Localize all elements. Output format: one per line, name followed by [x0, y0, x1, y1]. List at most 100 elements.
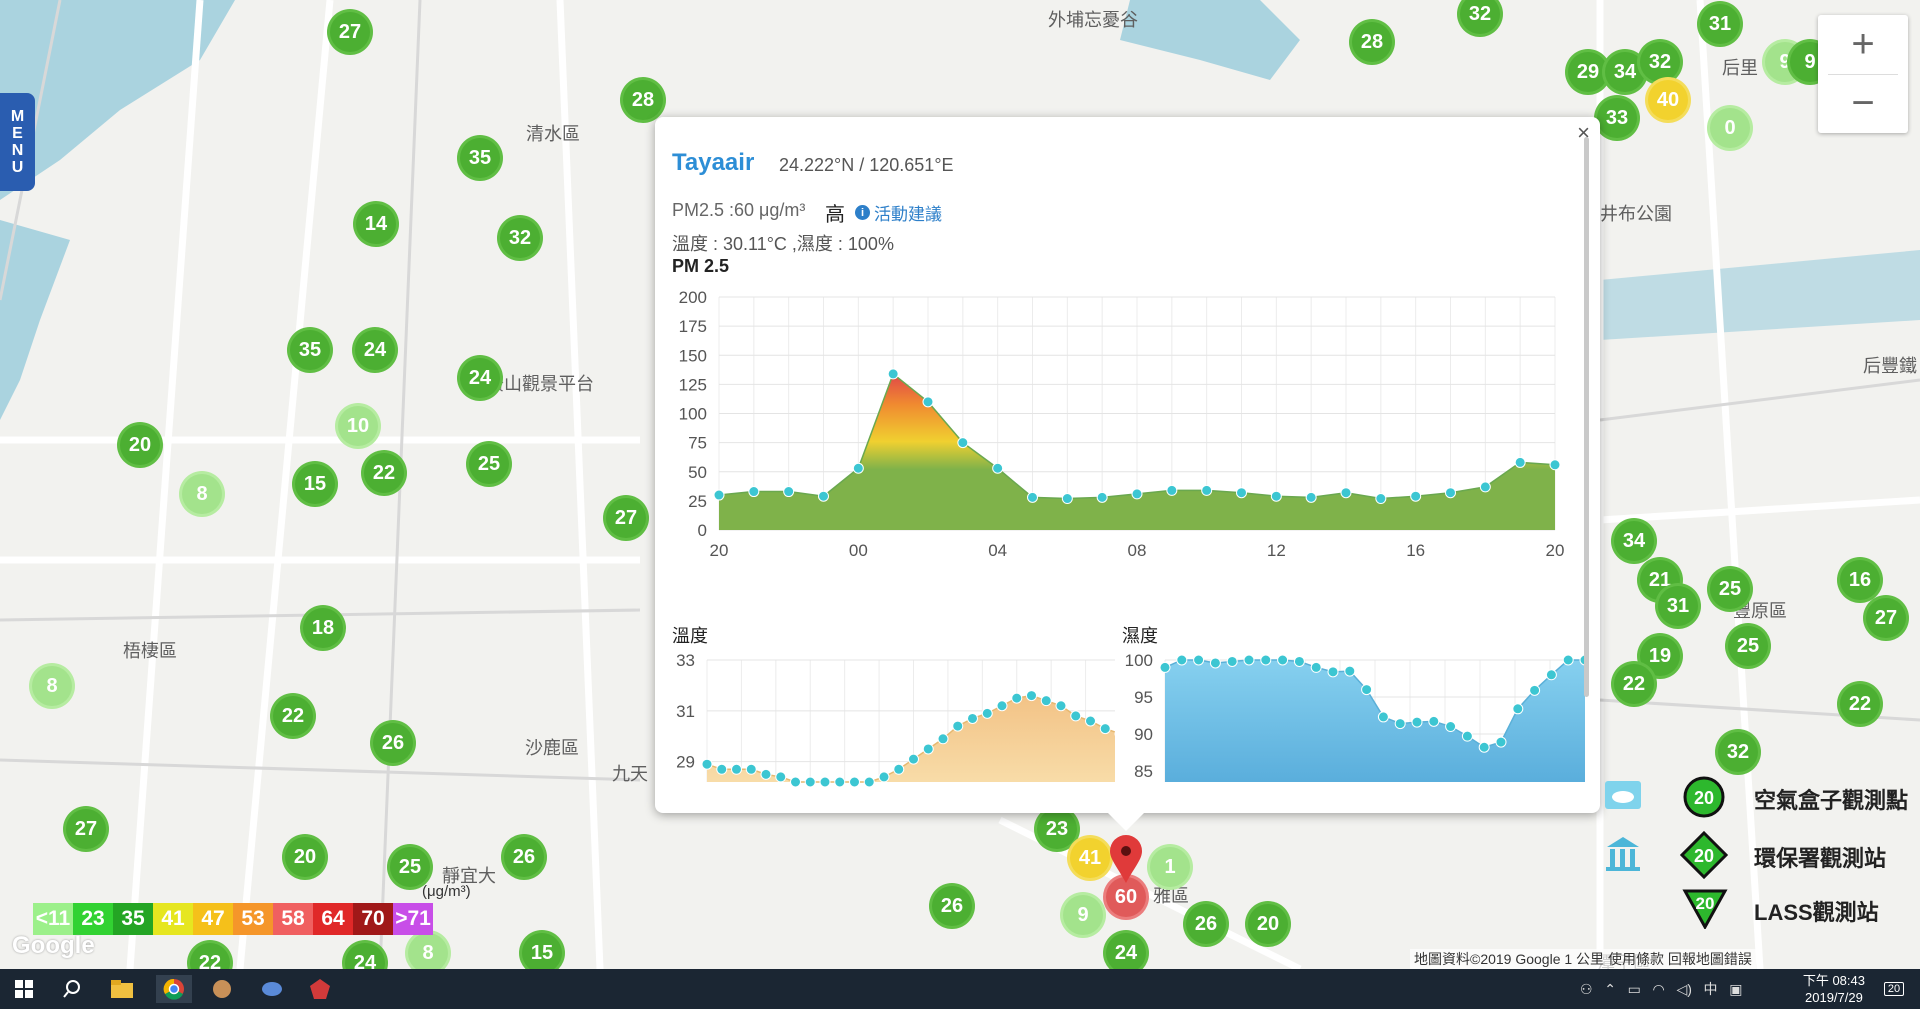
- station-marker[interactable]: 32: [497, 215, 543, 261]
- station-marker[interactable]: 27: [327, 9, 373, 55]
- data-point: [1461, 730, 1473, 742]
- station-marker[interactable]: 22: [1611, 661, 1657, 707]
- app-icon[interactable]: [208, 975, 236, 1003]
- station-marker[interactable]: 9: [1060, 892, 1106, 938]
- station-marker[interactable]: 15: [519, 930, 565, 969]
- station-marker[interactable]: 27: [1863, 595, 1909, 641]
- chrome-icon[interactable]: [156, 975, 192, 1003]
- volume-icon[interactable]: ◁): [1676, 981, 1692, 997]
- map-place-label: 外埔忘憂谷: [1048, 10, 1138, 30]
- station-marker[interactable]: 27: [603, 495, 649, 541]
- station-marker[interactable]: 26: [501, 834, 547, 880]
- notification-icon[interactable]: 20: [1880, 975, 1908, 1003]
- map-place-label: 九天: [612, 764, 648, 784]
- data-point: [1201, 484, 1213, 496]
- app-icon[interactable]: [306, 975, 334, 1003]
- station-marker[interactable]: 8: [405, 930, 451, 969]
- data-point: [992, 462, 1004, 474]
- station-marker[interactable]: 0: [1707, 105, 1753, 151]
- station-marker[interactable]: 24: [1103, 930, 1149, 969]
- y-tick-label: 175: [679, 317, 707, 336]
- data-point: [893, 763, 905, 775]
- station-marker[interactable]: 20: [117, 422, 163, 468]
- station-marker[interactable]: 32: [1715, 729, 1761, 775]
- y-tick-label: 75: [688, 434, 707, 453]
- station-marker[interactable]: 18: [300, 605, 346, 651]
- people-icon[interactable]: ⚇: [1580, 981, 1593, 997]
- station-marker[interactable]: 25: [1707, 566, 1753, 612]
- station-type-legend: 20 空氣盒子觀測點 20 環保署觀測站 20 LASS觀測站: [1598, 775, 1920, 960]
- windows-start-icon[interactable]: [10, 975, 38, 1003]
- y-tick-label: 200: [679, 288, 707, 307]
- station-marker[interactable]: 40: [1645, 77, 1691, 123]
- station-marker[interactable]: 25: [466, 441, 512, 487]
- station-marker[interactable]: 25: [387, 844, 433, 890]
- station-marker[interactable]: 20: [1245, 901, 1291, 947]
- data-point: [1512, 703, 1524, 715]
- system-tray[interactable]: ⚇ ⌃ ▭ ◠ ◁) 中 ▣: [1580, 979, 1742, 999]
- station-marker[interactable]: 22: [270, 693, 316, 739]
- station-marker[interactable]: 22: [361, 450, 407, 496]
- station-marker[interactable]: 15: [292, 461, 338, 507]
- data-point: [1096, 491, 1108, 503]
- station-marker[interactable]: 22: [1837, 681, 1883, 727]
- station-marker[interactable]: 25: [1725, 623, 1771, 669]
- menu-button[interactable]: M E N U: [0, 93, 35, 191]
- scale-bin: 53: [233, 903, 273, 935]
- app-icon[interactable]: [258, 975, 286, 1003]
- activity-advice-link[interactable]: i 活動建議: [855, 200, 942, 225]
- station-marker[interactable]: 41: [1067, 835, 1113, 881]
- search-icon[interactable]: [58, 975, 86, 1003]
- zoom-in-button[interactable]: +: [1851, 22, 1875, 66]
- station-marker[interactable]: 20: [282, 834, 328, 880]
- station-marker[interactable]: 14: [353, 201, 399, 247]
- station-marker[interactable]: 19: [1637, 633, 1683, 679]
- network-icon[interactable]: ▭: [1627, 981, 1641, 997]
- epa-marker-icon: 20: [1680, 831, 1728, 879]
- station-marker[interactable]: 31: [1697, 1, 1743, 47]
- popup-scrollbar[interactable]: [1584, 137, 1589, 697]
- station-marker[interactable]: 16: [1837, 557, 1883, 603]
- station-marker[interactable]: 27: [63, 806, 109, 852]
- station-marker[interactable]: 34: [1611, 518, 1657, 564]
- station-marker[interactable]: 8: [29, 663, 75, 709]
- station-marker[interactable]: 26: [1183, 901, 1229, 947]
- zoom-out-button[interactable]: −: [1851, 81, 1875, 125]
- station-marker[interactable]: 32: [1457, 0, 1503, 37]
- station-marker[interactable]: 24: [352, 327, 398, 373]
- legend-lass: 20 LASS觀測站: [1598, 887, 1920, 937]
- station-marker[interactable]: 31: [1655, 583, 1701, 629]
- data-point: [1410, 490, 1422, 502]
- data-point: [922, 743, 934, 755]
- file-explorer-icon[interactable]: [108, 975, 136, 1003]
- station-marker[interactable]: 24: [457, 355, 503, 401]
- station-marker[interactable]: 33: [1594, 95, 1640, 141]
- ime-icon[interactable]: ▣: [1729, 981, 1743, 997]
- scale-bin: 35: [113, 903, 153, 935]
- x-tick-label: 20: [1546, 541, 1565, 560]
- legend-label: 空氣盒子觀測點: [1754, 788, 1909, 813]
- pm25-color-scale: <11 23 35 41 47 53 58 64 70 >71: [33, 903, 433, 935]
- data-point: [1479, 481, 1491, 493]
- station-marker[interactable]: 26: [370, 720, 416, 766]
- data-point: [701, 758, 713, 770]
- y-tick-label: 125: [679, 375, 707, 394]
- station-marker[interactable]: 26: [929, 883, 975, 929]
- station-marker[interactable]: 1: [1147, 844, 1193, 890]
- station-marker[interactable]: 35: [457, 135, 503, 181]
- map-place-label: 后豐鐵: [1863, 356, 1917, 376]
- wifi-icon[interactable]: ◠: [1652, 981, 1665, 997]
- map-pin-icon[interactable]: [1108, 835, 1144, 885]
- station-marker[interactable]: 10: [335, 403, 381, 449]
- map-attribution[interactable]: 地圖資料©2019 Google 1 公里 使用條款 回報地圖錯誤: [1410, 949, 1756, 969]
- data-point: [887, 368, 899, 380]
- station-marker[interactable]: 28: [1349, 19, 1395, 65]
- map-place-label: 鰲山觀景平台: [486, 374, 594, 394]
- station-marker[interactable]: 8: [179, 471, 225, 517]
- taskbar-clock[interactable]: 下午 08:43 2019/7/29: [1803, 972, 1865, 1006]
- chevron-up-icon[interactable]: ⌃: [1604, 981, 1616, 997]
- station-marker[interactable]: 35: [287, 327, 333, 373]
- input-language[interactable]: 中: [1703, 981, 1718, 997]
- y-tick-label: 31: [676, 702, 695, 721]
- station-marker[interactable]: 28: [620, 77, 666, 123]
